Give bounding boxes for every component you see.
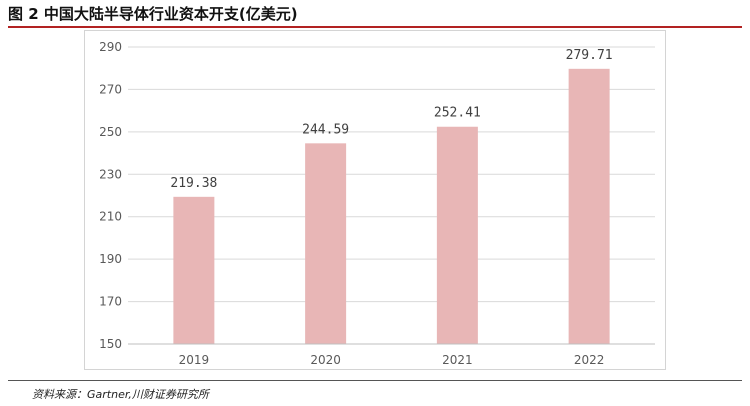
source-note: 资料来源：Gartner,川财证券研究所	[32, 388, 209, 401]
x-tick-label: 2022	[574, 353, 605, 367]
bar	[568, 68, 610, 344]
x-tick-label: 2019	[179, 353, 210, 367]
data-label: 244.59	[302, 122, 349, 137]
bar-chart: 150 170 190 210 230 250 270 290 219.38 2019 244.59…	[99, 40, 655, 367]
x-tick-label: 2020	[310, 353, 341, 367]
data-label: 252.41	[434, 106, 481, 121]
data-label: 219.38	[170, 176, 217, 191]
y-tick-label: 270	[99, 82, 122, 96]
figure-title: 图 2 中国大陆半导体行业资本开支(亿美元)	[8, 5, 298, 23]
y-tick-label: 150	[99, 337, 122, 351]
y-tick-label: 170	[99, 295, 122, 309]
bar	[173, 196, 215, 344]
y-tick-label: 210	[99, 210, 122, 224]
y-tick-label: 230	[99, 167, 122, 181]
title-rule	[8, 26, 742, 28]
data-label: 279.71	[566, 48, 613, 63]
bottom-rule	[8, 380, 742, 381]
y-tick-label: 250	[99, 125, 122, 139]
x-tick-label: 2021	[442, 353, 473, 367]
y-tick-label: 290	[99, 40, 122, 54]
y-tick-label: 190	[99, 252, 122, 266]
chart-frame	[84, 30, 666, 370]
bar	[436, 126, 478, 344]
bar	[305, 143, 347, 344]
